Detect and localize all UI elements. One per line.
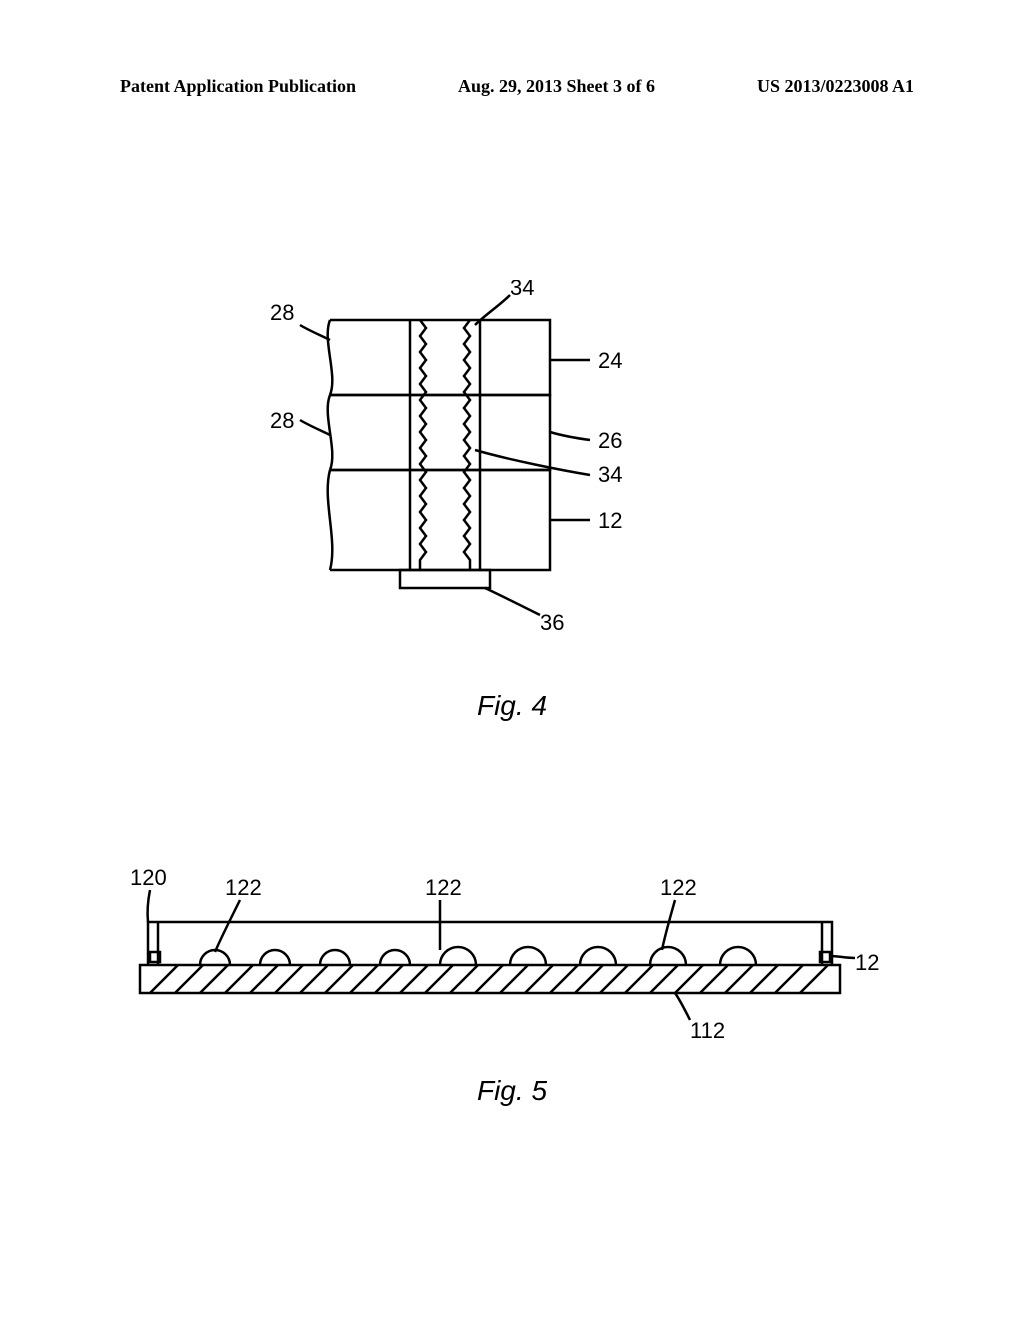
label-122b: 122	[425, 875, 462, 900]
figure-5-caption: Fig. 5	[0, 1075, 1024, 1107]
label-112: 112	[690, 1018, 725, 1043]
page-header: Patent Application Publication Aug. 29, …	[0, 76, 1024, 97]
header-right: US 2013/0223008 A1	[757, 76, 914, 97]
label-34b: 34	[598, 462, 622, 487]
label-24: 24	[598, 348, 622, 373]
header-left: Patent Application Publication	[120, 76, 356, 97]
figure-4-caption: Fig. 4	[0, 690, 1024, 722]
label-26: 26	[598, 428, 622, 453]
label-122a: 122	[225, 875, 262, 900]
label-121: 121	[855, 950, 880, 975]
figure-4: 28 28 34 24 26 34 12 36	[250, 280, 750, 660]
label-36: 36	[540, 610, 564, 635]
figure-5: 120 122 122 122 121 112	[120, 860, 880, 1060]
label-120: 120	[130, 865, 167, 890]
header-center: Aug. 29, 2013 Sheet 3 of 6	[458, 76, 655, 97]
label-122c: 122	[660, 875, 697, 900]
label-12: 12	[598, 508, 622, 533]
label-28a: 28	[270, 300, 294, 325]
label-28b: 28	[270, 408, 294, 433]
label-34a: 34	[510, 280, 534, 300]
